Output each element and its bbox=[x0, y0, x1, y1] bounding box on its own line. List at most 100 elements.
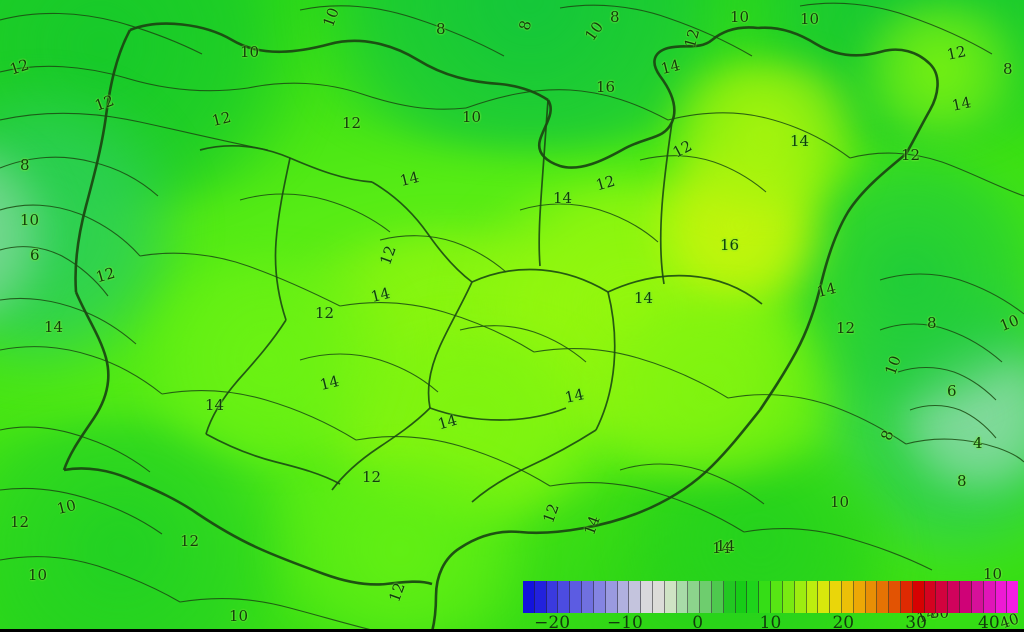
colorbar-swatch bbox=[912, 581, 925, 613]
contour-label: 12 bbox=[680, 26, 704, 50]
contour-label: 10 bbox=[581, 18, 607, 45]
contour-label: 12 bbox=[180, 532, 200, 550]
contour-label: 4 bbox=[973, 434, 983, 452]
contour-label: 14 bbox=[716, 537, 736, 555]
colorbar-swatch bbox=[735, 581, 748, 613]
colorbar-tick: −20 bbox=[534, 613, 571, 632]
colorbar-swatch bbox=[806, 581, 819, 613]
contour-label: 12 bbox=[385, 580, 409, 605]
colorbar-swatch bbox=[865, 581, 878, 613]
contour-label: 12 bbox=[593, 171, 618, 195]
contour-label: 12 bbox=[539, 501, 563, 526]
contour-label: 12 bbox=[342, 114, 362, 132]
colorbar-tick: −10 bbox=[606, 613, 643, 632]
contour-label: 10 bbox=[319, 5, 343, 30]
colorbar-swatch bbox=[664, 581, 677, 613]
contour-label: 6 bbox=[30, 246, 40, 264]
colorbar-swatch bbox=[570, 581, 583, 613]
colorbar-swatch bbox=[747, 581, 760, 613]
contour-line-group bbox=[0, 3, 1024, 632]
colorbar-swatch bbox=[605, 581, 618, 613]
colorbar-swatch bbox=[676, 581, 689, 613]
contour-label: 12 bbox=[93, 263, 118, 287]
contour-label: 14 bbox=[634, 289, 654, 307]
contour-label: 14 bbox=[317, 371, 341, 395]
colorbar-swatch bbox=[889, 581, 901, 613]
colorbar-swatch bbox=[582, 581, 594, 613]
colorbar-swatch bbox=[924, 581, 937, 613]
contour-label: 8 bbox=[436, 20, 446, 38]
colorbar-swatch bbox=[853, 581, 866, 613]
contour-label: 12 bbox=[836, 319, 856, 337]
contour-label: 14 bbox=[205, 396, 225, 414]
colorbar-swatch bbox=[877, 581, 890, 613]
contour-label: 12 bbox=[10, 513, 30, 531]
contour-label: 14 bbox=[712, 539, 732, 557]
colorbar-swatch bbox=[712, 581, 724, 613]
colorbar-swatch bbox=[971, 581, 984, 613]
contour-label: 10 bbox=[462, 108, 482, 126]
colorbar-swatch bbox=[723, 581, 736, 613]
contour-label: 14 bbox=[44, 318, 64, 336]
colorbar-tick: 0 bbox=[692, 613, 704, 632]
colorbar-swatch bbox=[641, 581, 653, 613]
colorbar-swatch bbox=[948, 581, 961, 613]
contour-label: 10 bbox=[830, 493, 850, 511]
colorbar-swatch bbox=[936, 581, 949, 613]
contour-label: 10 bbox=[54, 495, 78, 519]
temperature-colorbar[interactable]: −20 −10 0 10 20 30 40 bbox=[523, 581, 1019, 632]
colorbar-tick: 20 bbox=[832, 613, 855, 632]
colorbar-swatch bbox=[771, 581, 783, 613]
contour-label: 14 bbox=[397, 167, 421, 191]
contour-label: 10 bbox=[240, 43, 260, 61]
contour-label: 8 bbox=[877, 427, 898, 443]
contour-label: 8 bbox=[927, 314, 937, 332]
contour-label: 10 bbox=[28, 566, 48, 584]
contour-label: 10 bbox=[997, 311, 1022, 335]
colorbar-tick: 30 bbox=[905, 613, 927, 632]
colorbar-swatch bbox=[688, 581, 701, 613]
contour-label: 12 bbox=[901, 146, 921, 164]
contour-label: 8 bbox=[20, 156, 30, 174]
colorbar-swatch bbox=[794, 581, 807, 613]
contour-label: 12 bbox=[945, 42, 968, 64]
contour-label: 14 bbox=[950, 93, 973, 115]
colorbar-tick-labels: −20 −10 0 10 20 30 40 bbox=[523, 613, 1018, 632]
contour-label: 8 bbox=[1003, 60, 1013, 78]
contour-label: 12 bbox=[209, 107, 233, 131]
colorbar-swatch bbox=[901, 581, 913, 613]
contour-label: 6 bbox=[947, 382, 957, 400]
contour-label: 10 bbox=[800, 10, 820, 28]
colorbar-swatch bbox=[617, 581, 630, 613]
contour-label: 12 bbox=[376, 243, 400, 268]
contour-label: 10 bbox=[730, 8, 750, 26]
colorbar-swatch bbox=[960, 581, 972, 613]
colorbar-swatch bbox=[995, 581, 1008, 613]
contour-label: 14 bbox=[790, 132, 810, 150]
map-bottom-frame bbox=[0, 629, 1024, 632]
colorbar-swatch bbox=[818, 581, 831, 613]
contour-label: 14 bbox=[814, 278, 838, 302]
contour-label: 14 bbox=[658, 55, 682, 79]
colorbar-swatch bbox=[534, 581, 547, 613]
contour-label: 16 bbox=[596, 78, 616, 96]
colorbar-tick: 40 bbox=[978, 613, 1000, 632]
contour-label: 14 bbox=[553, 189, 573, 207]
contour-label: 12 bbox=[669, 136, 695, 162]
colorbar-swatch bbox=[629, 581, 642, 613]
colorbar-swatch bbox=[652, 581, 665, 613]
colorbar-swatches[interactable] bbox=[523, 581, 1019, 613]
colorbar-swatch bbox=[841, 581, 854, 613]
contour-label: 14 bbox=[435, 410, 460, 434]
contour-label: 8 bbox=[515, 18, 536, 33]
colorbar-swatch bbox=[558, 581, 571, 613]
colorbar-swatch bbox=[782, 581, 795, 613]
contour-label: 12 bbox=[362, 468, 382, 486]
contour-label: 16 bbox=[720, 236, 740, 254]
contour-label: 8 bbox=[957, 472, 967, 490]
colorbar-swatch bbox=[830, 581, 842, 613]
